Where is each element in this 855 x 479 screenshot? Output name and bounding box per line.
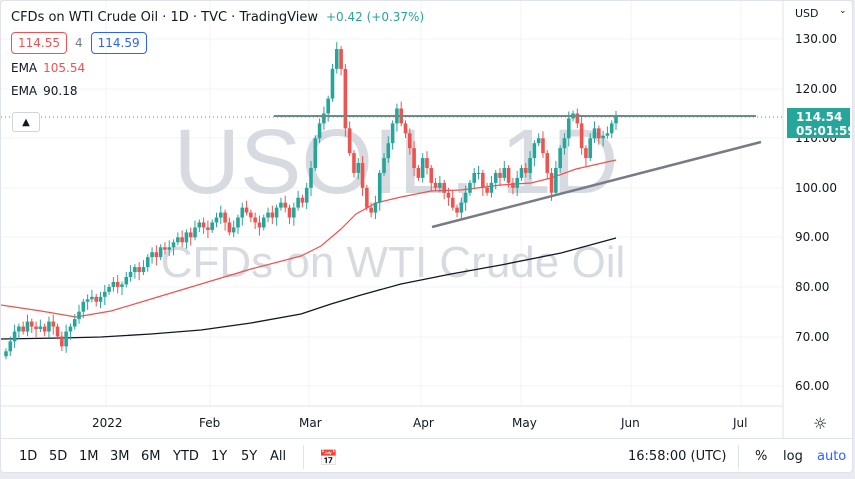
time-label: Jul (733, 416, 748, 430)
time-label: 2022 (92, 416, 123, 430)
chevron-up-icon: ▲ (22, 116, 30, 128)
price-label: 130.00 (795, 32, 837, 46)
chart-legend: CFDs on WTI Crude Oil · 1D · TVC · Tradi… (11, 10, 424, 100)
symbol-title[interactable]: CFDs on WTI Crude Oil · 1D · TVC · Tradi… (11, 10, 318, 25)
timeframe-ytd[interactable]: YTD (173, 449, 199, 464)
currency-selector[interactable]: USD (795, 7, 819, 20)
auto-scale-toggle[interactable]: auto (817, 449, 847, 464)
ema-slow-legend[interactable]: EMA 90.18 (11, 84, 78, 98)
collapse-legend-button[interactable]: ▲ (12, 112, 40, 132)
timeframe-6m[interactable]: 6M (141, 449, 161, 464)
percent-toggle[interactable]: % (755, 449, 768, 464)
chevron-down-icon[interactable]: ⌄ (839, 6, 847, 16)
candlestick-series (4, 42, 618, 360)
time-label: Apr (413, 416, 434, 430)
watermark-description: CFDs on WTI Crude Oil (161, 238, 626, 287)
ema-slow-line (1, 237, 617, 340)
calendar-range-icon[interactable]: 📅 (319, 449, 338, 467)
time-label: Feb (199, 416, 221, 430)
price-label: 100.00 (795, 181, 837, 195)
price-label: 60.00 (795, 379, 830, 393)
ascending-trendline (431, 140, 762, 229)
ema-fast-line (1, 159, 617, 318)
timeframe-5y[interactable]: 5Y (241, 449, 258, 464)
bar-countdown: 05:01:59 (796, 124, 853, 138)
bottom-toolbar: 1D 5D 1M 3M 6M YTD 1Y 5Y All 📅 16:58:00 … (1, 438, 852, 472)
timeframe-1y[interactable]: 1Y (211, 449, 228, 464)
ema-fast-legend[interactable]: EMA 105.54 (11, 61, 86, 75)
price-label: 70.00 (795, 330, 830, 344)
buy-button[interactable]: 114.59 (90, 32, 147, 54)
chart-canvas[interactable]: USOIL, 1D CFDs on WTI Crude Oil (1, 1, 853, 441)
watermark-symbol: USOIL, 1D (174, 111, 619, 213)
price-label: 80.00 (795, 280, 830, 294)
log-toggle[interactable]: log (783, 449, 803, 464)
timeframe-1d[interactable]: 1D (19, 449, 38, 464)
timeframe-1m[interactable]: 1M (79, 449, 99, 464)
toolbar-divider (303, 445, 304, 469)
timeframe-5d[interactable]: 5D (49, 449, 68, 464)
time-label: May (512, 416, 537, 430)
sell-button[interactable]: 114.55 (11, 32, 67, 54)
toolbar-divider (738, 445, 739, 469)
price-change: +0.42 (+0.37%) (326, 10, 425, 24)
timeframe-all[interactable]: All (270, 449, 287, 464)
time-label: Mar (299, 416, 322, 430)
spread-value: 4 (75, 36, 83, 50)
last-price-tag: 114.54 05:01:59 (787, 108, 853, 138)
gear-icon[interactable]: ☼ (813, 414, 828, 433)
timeframe-3m[interactable]: 3M (110, 449, 130, 464)
price-label: 120.00 (795, 82, 837, 96)
clock-timezone[interactable]: 16:58:00 (UTC) (628, 449, 727, 464)
last-price-value: 114.54 (796, 110, 843, 124)
time-label: Jun (621, 416, 640, 430)
price-label: 90.00 (795, 230, 830, 244)
